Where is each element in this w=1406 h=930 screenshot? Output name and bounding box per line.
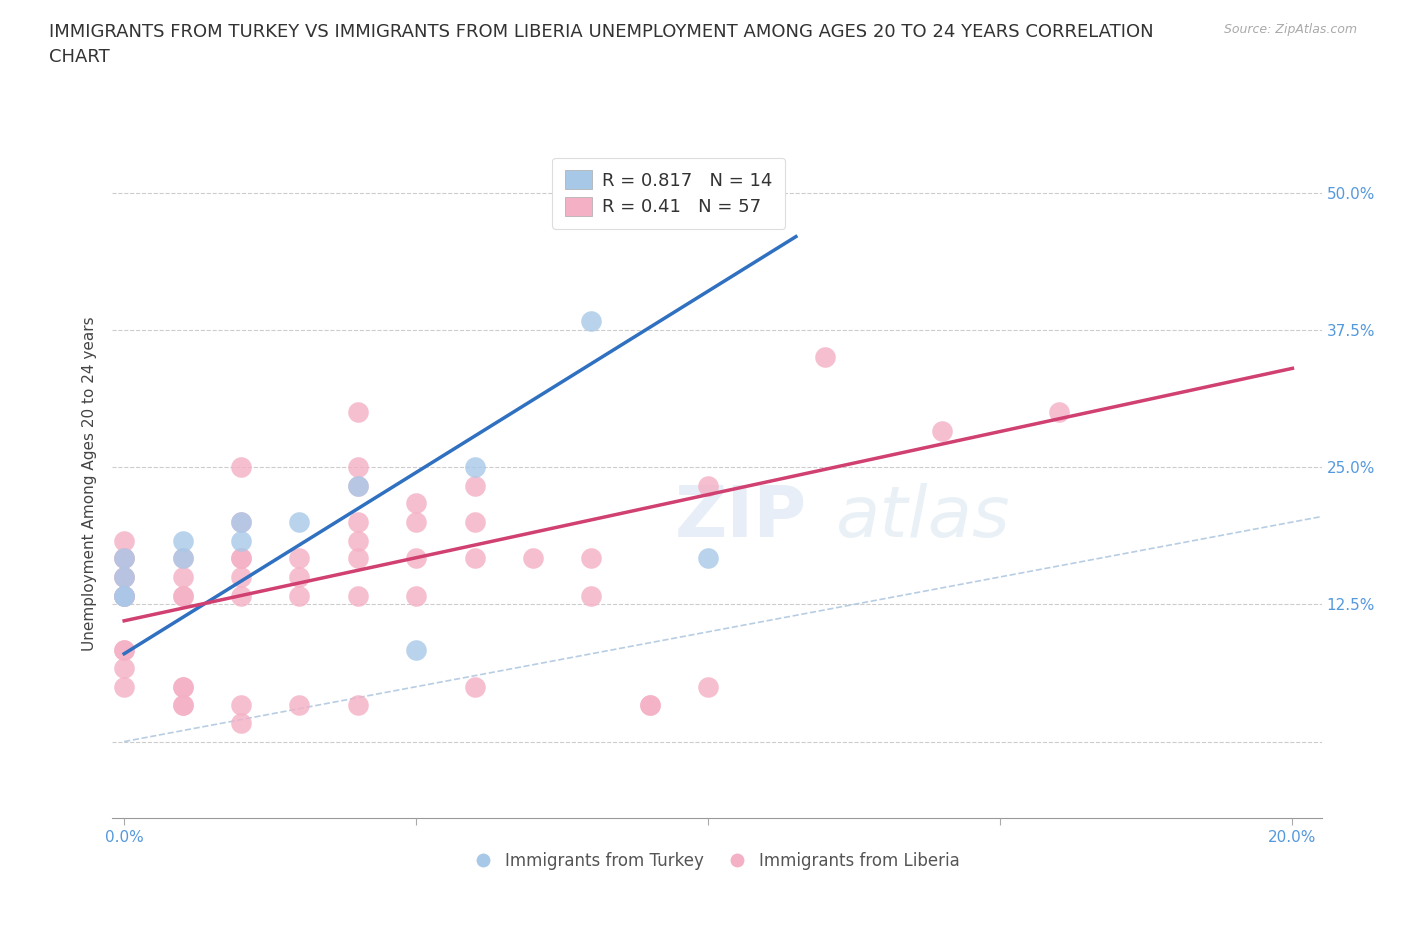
Point — [464, 478, 486, 493]
Point — [697, 478, 720, 493]
Point — [229, 569, 252, 584]
Point — [288, 569, 311, 584]
Point — [112, 588, 135, 603]
Point — [814, 350, 837, 365]
Point — [405, 643, 427, 658]
Point — [581, 588, 603, 603]
Point — [346, 698, 368, 712]
Legend: Immigrants from Turkey, Immigrants from Liberia: Immigrants from Turkey, Immigrants from … — [468, 845, 966, 877]
Point — [112, 569, 135, 584]
Point — [172, 588, 194, 603]
Point — [172, 551, 194, 565]
Point — [464, 551, 486, 565]
Point — [112, 660, 135, 675]
Point — [288, 514, 311, 529]
Point — [697, 551, 720, 565]
Point — [112, 569, 135, 584]
Point — [229, 551, 252, 565]
Point — [229, 514, 252, 529]
Point — [346, 459, 368, 474]
Point — [112, 588, 135, 603]
Point — [581, 313, 603, 328]
Point — [229, 514, 252, 529]
Point — [697, 679, 720, 694]
Point — [346, 478, 368, 493]
Y-axis label: Unemployment Among Ages 20 to 24 years: Unemployment Among Ages 20 to 24 years — [82, 316, 97, 651]
Text: ZIP: ZIP — [675, 483, 807, 551]
Point — [288, 698, 311, 712]
Text: atlas: atlas — [835, 483, 1010, 551]
Point — [112, 679, 135, 694]
Point — [112, 551, 135, 565]
Point — [288, 588, 311, 603]
Point — [112, 533, 135, 548]
Point — [405, 588, 427, 603]
Point — [172, 588, 194, 603]
Point — [172, 679, 194, 694]
Point — [405, 496, 427, 511]
Point — [229, 715, 252, 730]
Point — [112, 588, 135, 603]
Point — [112, 588, 135, 603]
Point — [112, 551, 135, 565]
Point — [346, 478, 368, 493]
Point — [229, 459, 252, 474]
Point — [638, 698, 661, 712]
Point — [112, 588, 135, 603]
Point — [288, 551, 311, 565]
Point — [172, 679, 194, 694]
Point — [172, 698, 194, 712]
Point — [112, 551, 135, 565]
Point — [112, 643, 135, 658]
Point — [229, 551, 252, 565]
Point — [112, 643, 135, 658]
Point — [931, 423, 953, 438]
Point — [405, 551, 427, 565]
Point — [346, 533, 368, 548]
Point — [172, 533, 194, 548]
Point — [346, 551, 368, 565]
Text: Source: ZipAtlas.com: Source: ZipAtlas.com — [1223, 23, 1357, 36]
Point — [464, 514, 486, 529]
Point — [346, 588, 368, 603]
Point — [229, 698, 252, 712]
Text: IMMIGRANTS FROM TURKEY VS IMMIGRANTS FROM LIBERIA UNEMPLOYMENT AMONG AGES 20 TO : IMMIGRANTS FROM TURKEY VS IMMIGRANTS FRO… — [49, 23, 1154, 66]
Point — [638, 698, 661, 712]
Point — [1047, 405, 1070, 419]
Point — [581, 551, 603, 565]
Point — [229, 533, 252, 548]
Point — [172, 569, 194, 584]
Point — [522, 551, 544, 565]
Point — [464, 679, 486, 694]
Point — [405, 514, 427, 529]
Point — [464, 459, 486, 474]
Point — [229, 588, 252, 603]
Point — [172, 551, 194, 565]
Point — [112, 569, 135, 584]
Point — [346, 405, 368, 419]
Point — [172, 698, 194, 712]
Point — [346, 514, 368, 529]
